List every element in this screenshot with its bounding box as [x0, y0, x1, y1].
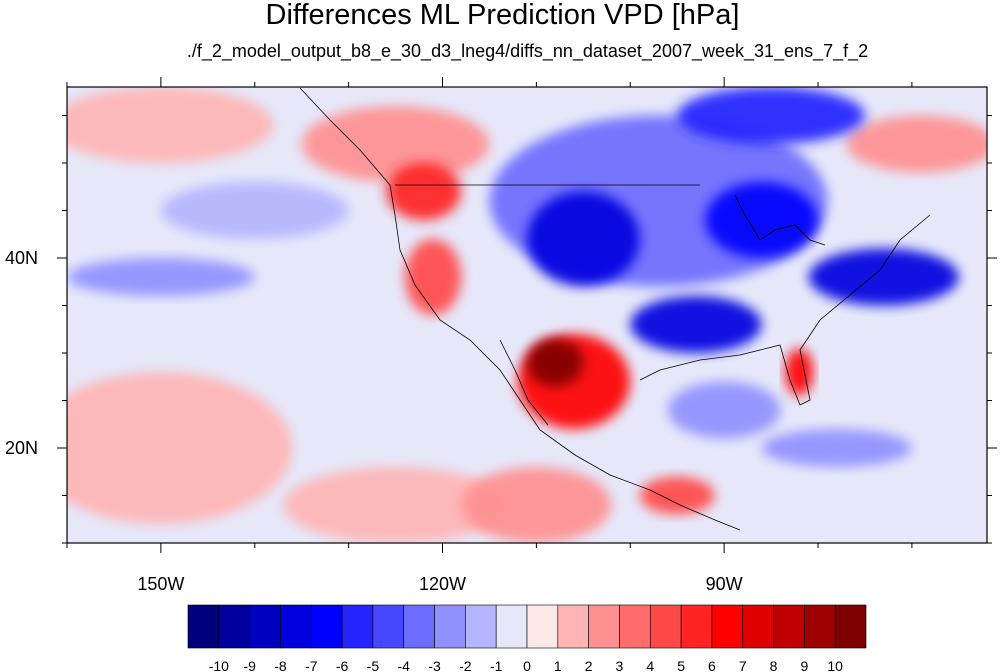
colorbar-label: 3	[616, 658, 624, 672]
colorbar-label: 2	[585, 658, 593, 672]
field-region-subtropical-pacific-cool	[67, 258, 255, 296]
colorbar-swatch	[557, 604, 589, 649]
colorbar: -10 -9 -8 -7 -6 -5 -4 -3 -2 -1 0 1 2 3 4 5 6 7 8 9 10	[187, 604, 867, 672]
colorbar-swatch	[403, 604, 435, 649]
field-region-pacific-warm-s	[282, 467, 509, 543]
colorbar-label: 0	[523, 658, 531, 672]
colorbar-swatch	[711, 604, 744, 649]
colorbar-swatch	[372, 604, 405, 649]
field-region-rockies-plains	[527, 191, 640, 287]
colorbar-label: -2	[459, 658, 472, 672]
colorbar-label: -5	[367, 658, 380, 672]
difference-field	[67, 87, 987, 543]
colorbar-swatch	[434, 604, 466, 649]
colorbar-swatch	[773, 604, 805, 649]
field-region-canada-east	[846, 115, 987, 173]
field-region-south-central-us	[630, 296, 762, 353]
colorbar-label: -6	[336, 658, 349, 672]
colorbar-swatch	[742, 604, 774, 649]
axis-tick-labels: 150W 120W 90W 40N 20N	[5, 248, 743, 594]
x-tick-label: 90W	[706, 574, 743, 594]
field-region-gulf-of-mexico	[667, 381, 781, 439]
colorbar-label: 1	[554, 658, 562, 672]
colorbar-swatch	[280, 604, 312, 649]
colorbar-swatch	[249, 604, 281, 649]
colorbar-swatch	[834, 604, 867, 649]
field-region-pacific-northwest-core	[386, 163, 462, 220]
axis-ticks	[57, 77, 997, 553]
colorbar-label: 4	[646, 658, 654, 672]
field-region-eastern-pacific-tropical	[461, 467, 612, 543]
colorbar-label: -7	[305, 658, 318, 672]
x-tick-label: 150W	[137, 574, 184, 594]
field-region-caribbean	[761, 429, 912, 467]
colorbar-swatch	[341, 604, 374, 649]
field-region-pacific-warm-sw	[67, 372, 293, 524]
colorbar-label: 5	[677, 658, 685, 672]
colorbar-swatch	[526, 604, 559, 649]
field-region-central-america	[639, 476, 715, 515]
field-region-north-pacific-cool	[160, 182, 349, 239]
field-region-florida	[785, 348, 814, 396]
page-subtitle: ./f_2_model_output_b8_e_30_d3_lneg4/diff…	[186, 41, 869, 61]
colorbar-label: 10	[827, 658, 843, 672]
colorbar-swatch	[495, 604, 528, 649]
colorbar-label: 6	[708, 658, 716, 672]
colorbar-label: 8	[770, 658, 778, 672]
colorbar-swatch	[218, 604, 250, 649]
colorbar-swatch	[187, 604, 220, 649]
colorbar-swatch	[680, 604, 713, 649]
page-title: Differences ML Prediction VPD [hPa]	[265, 0, 740, 31]
colorbar-label: -9	[243, 658, 256, 672]
colorbar-swatch	[465, 604, 497, 649]
colorbar-label: -8	[274, 658, 287, 672]
colorbar-label: -10	[209, 658, 229, 672]
colorbar-label: -4	[398, 658, 411, 672]
field-region-california	[404, 239, 462, 315]
field-region-mexico-west-core	[527, 338, 584, 387]
y-tick-label: 20N	[5, 438, 38, 458]
colorbar-swatch	[310, 604, 343, 649]
colorbar-swatch	[649, 604, 682, 649]
colorbar-swatch	[619, 604, 651, 649]
colorbar-swatch	[804, 604, 836, 649]
field-region-great-lakes	[705, 182, 819, 258]
x-tick-label: 120W	[419, 574, 466, 594]
colorbar-label: 9	[800, 658, 808, 672]
y-tick-label: 40N	[5, 248, 38, 268]
field-region-pacific-warm-nw	[67, 87, 274, 163]
field-region-northeast-atlantic	[808, 248, 959, 306]
colorbar-label: 7	[739, 658, 747, 672]
coastline-outline	[299, 87, 931, 531]
colorbar-label: -3	[428, 658, 441, 672]
field-region-hudson-bay	[677, 87, 865, 144]
colorbar-swatch	[588, 604, 620, 649]
map-frame	[66, 86, 988, 544]
colorbar-label: -1	[490, 658, 503, 672]
field-region-pacific-northwest	[301, 106, 490, 182]
map-panel: 150W 120W 90W 40N 20N	[5, 77, 997, 594]
